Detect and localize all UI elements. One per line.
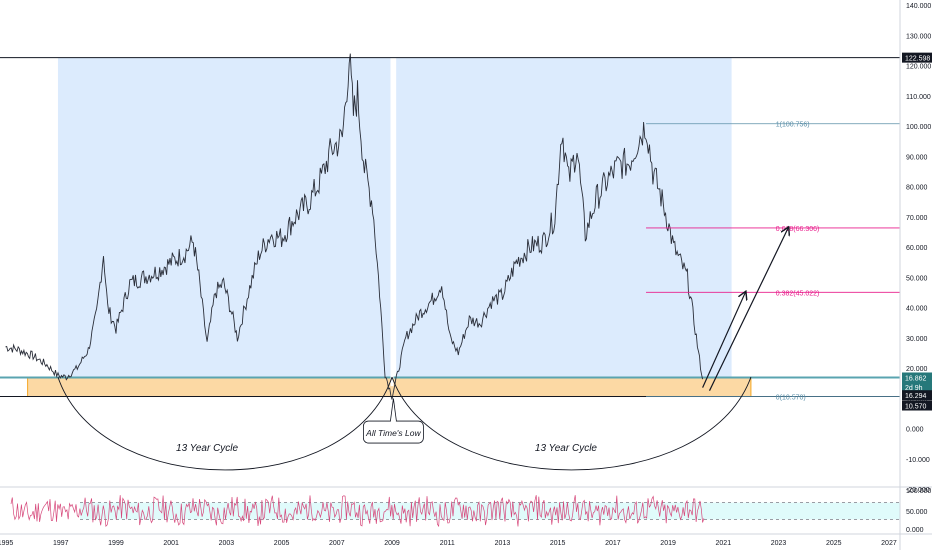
x-tick-17: 2027 [881,540,897,547]
oscillator-tick-1: 100.000 [906,488,931,495]
y-tick-17: -20.000 [906,487,930,494]
time-axis[interactable]: 1995 1997 1999 2001 2003 2005 2007 2009 2011 2013… [0,533,932,547]
projection-arrows [702,228,789,391]
cycle-box-1 [57,57,391,391]
price-badge-label-5: 10.570 [905,404,927,411]
support-zone [0,376,900,398]
support-zone-rect [27,376,752,398]
cycle-arc-1 [57,376,393,471]
fib-label-2: 0.618(66.306) [776,226,820,233]
y-tick-3: 120.000 [906,64,931,71]
y-tick-11: 40.000 [906,306,928,313]
x-tick-15: 2023 [771,540,787,547]
cycle-boxes [57,57,732,391]
fib-retracement: 1(100.756) 0.618(66.306) 0.382(45.022) 0(10… [646,122,900,402]
x-tick-14: 2021 [716,540,732,547]
callout-join [390,420,396,424]
fib-label-3: 0.382(45.022) [776,290,820,297]
y-tick-1: 140.000 [906,3,931,10]
y-tick-7: 80.000 [906,185,928,192]
cycle-box-2 [396,57,732,391]
x-tick-13: 2019 [660,540,676,547]
x-tick-3: 1999 [108,540,124,547]
cycle-arcs [57,376,752,471]
y-tick-13: 20.000 [906,366,928,373]
cycle-arc-2 [391,376,752,471]
price-line [5,53,704,400]
y-tick-12: 30.000 [906,336,928,343]
y-tick-6: 90.000 [906,154,928,161]
fib-label-1: 1(100.756) [776,122,810,129]
y-tick-10: 50.000 [906,275,928,282]
price-badge-label-2: 16.862 [905,375,927,382]
x-tick-8: 2009 [384,540,400,547]
fib-label-4: 0(10.570) [776,395,806,402]
price-badge-label-3: 2d 9h [905,385,923,392]
cycle-divider [390,57,394,387]
price-axis[interactable]: 140.000 130.000 120.000 110.000 100.000 90.00… [899,0,932,550]
y-tick-2: 130.000 [906,33,931,40]
x-tick-12: 2017 [605,540,621,547]
x-tick-9: 2011 [440,540,455,547]
price-badge-2 [902,372,932,383]
price-badge-label-4: 16.294 [905,393,927,400]
price-series [5,53,704,400]
projection-arrow-1 [702,292,746,388]
x-tick-5: 2003 [219,540,235,547]
annotation-cycle-1: 13 Year Cycle [176,443,239,454]
price-badge-3 [902,381,932,392]
x-tick-1: 1995 [0,540,13,547]
x-tick-7: 2007 [329,540,345,547]
oscillator-tick-3: 0.000 [906,527,924,534]
projection-arrow-2 [708,228,789,391]
oscillator-line [10,495,705,528]
price-badge-1 [902,52,932,63]
annotation-all-times-low: All Time's Low [365,428,421,438]
price-badge-label-1: 122.598 [905,56,930,63]
price-badge-4 [902,390,932,401]
y-tick-16: -10.000 [906,457,930,464]
x-tick-6: 2005 [274,540,290,547]
x-tick-2: 1997 [53,540,69,547]
y-tick-9: 60.000 [906,245,928,252]
x-tick-4: 2001 [163,540,179,547]
oscillator-pane: 100.000 50.000 0.000 [0,486,932,534]
y-tick-5: 100.000 [906,124,931,131]
x-tick-16: 2025 [826,540,842,547]
y-tick-15: 0.000 [906,427,924,434]
oscillator-tick-2: 50.000 [906,509,928,516]
annotation-cycle-2: 13 Year Cycle [535,443,598,454]
x-tick-11: 2015 [550,540,566,547]
price-badge-5 [902,400,932,411]
annotations: 13 Year Cycle 13 Year Cycle All Time's Low [176,398,598,454]
x-tick-10: 2013 [495,540,511,547]
callout-pointer [389,398,397,422]
y-tick-4: 110.000 [906,94,931,101]
y-tick-8: 70.000 [906,215,928,222]
oscillator-band [80,502,900,520]
